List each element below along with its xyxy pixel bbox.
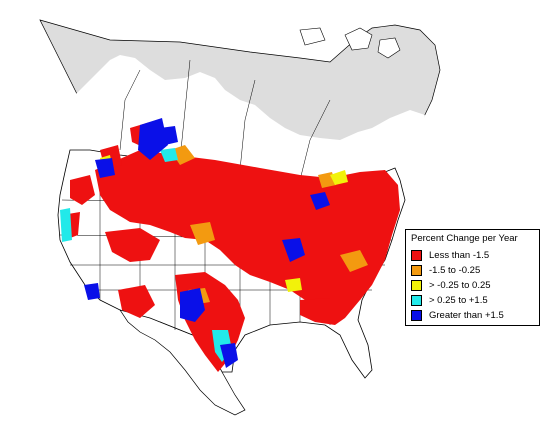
legend-swatch	[411, 265, 422, 276]
trend-patch	[310, 192, 330, 210]
legend-item: > 0.25 to +1.5	[411, 293, 535, 308]
trend-patch	[282, 238, 305, 262]
trend-patch	[180, 288, 205, 322]
trend-patch	[160, 148, 178, 162]
trend-patch	[84, 283, 100, 300]
trend-patch	[190, 222, 215, 245]
trend-patch	[170, 145, 195, 165]
legend-label: Less than -1.5	[429, 250, 490, 261]
trend-patch	[105, 228, 160, 262]
legend-label: Greater than +1.5	[429, 310, 504, 321]
trend-patch	[60, 208, 72, 242]
trend-patch	[95, 150, 400, 318]
legend-item: > -0.25 to 0.25	[411, 278, 535, 293]
legend-label: > 0.25 to +1.5	[429, 295, 488, 306]
southern-canada-unshaded-band	[75, 55, 425, 180]
legend-item: Greater than +1.5	[411, 308, 535, 323]
trend-patch	[285, 278, 302, 292]
trend-patch	[340, 250, 368, 272]
legend-swatch	[411, 295, 422, 306]
legend: Percent Change per Year Less than -1.5 -…	[405, 229, 540, 326]
trend-patch	[160, 126, 178, 145]
arctic-islands	[299, 27, 401, 59]
trend-patch	[70, 175, 95, 205]
legend-item: -1.5 to -0.25	[411, 263, 535, 278]
legend-item: Less than -1.5	[411, 248, 535, 263]
legend-swatch	[411, 250, 422, 261]
trend-patch	[330, 170, 348, 185]
legend-swatch	[411, 310, 422, 321]
legend-label: -1.5 to -0.25	[429, 265, 481, 276]
legend-title: Percent Change per Year	[411, 233, 518, 244]
trend-patches	[60, 118, 400, 372]
trend-patch	[300, 298, 345, 325]
trend-patch	[95, 158, 115, 178]
legend-label: > -0.25 to 0.25	[429, 280, 491, 291]
legend-swatch	[411, 280, 422, 291]
trend-patch	[220, 343, 238, 368]
trend-patch	[118, 285, 155, 318]
